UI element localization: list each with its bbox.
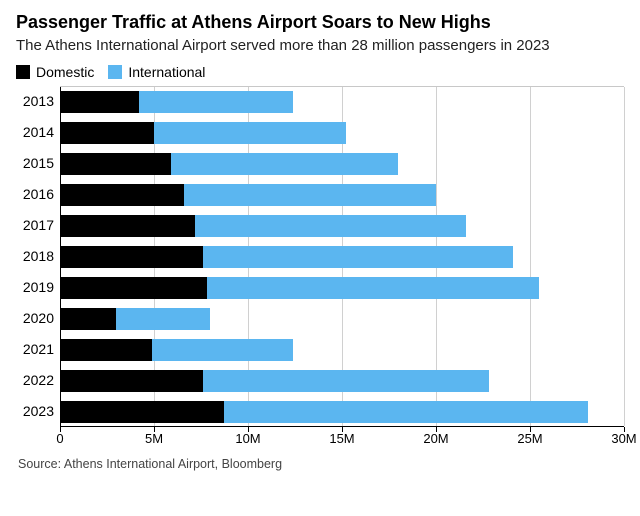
bar-segment-international [195,215,466,237]
x-tick-label: 10M [235,431,260,446]
bar-row [60,211,624,242]
bar-segment-international [203,246,513,268]
y-axis-year-label: 2023 [16,396,54,427]
source-attribution: Source: Athens International Airport, Bl… [18,457,624,471]
legend-label-domestic: Domestic [36,64,94,80]
bar-segment-domestic [60,215,195,237]
y-axis-year-label: 2014 [16,117,54,148]
y-axis-year-label: 2015 [16,148,54,179]
y-axis-year-label: 2018 [16,241,54,272]
chart-area: 2013201420152016201720182019202020212022… [16,86,624,427]
y-axis-year-label: 2019 [16,272,54,303]
y-axis-labels: 2013201420152016201720182019202020212022… [16,86,60,427]
bar-segment-domestic [60,370,203,392]
bar-segment-domestic [60,184,184,206]
bar-segment-international [207,277,540,299]
y-axis-year-label: 2021 [16,334,54,365]
y-axis-year-label: 2016 [16,179,54,210]
gridline [624,87,625,426]
x-tick-label: 5M [145,431,163,446]
bar-row [60,335,624,366]
chart-title: Passenger Traffic at Athens Airport Soar… [16,12,624,33]
bar-row [60,180,624,211]
bar-row [60,366,624,397]
bar-segment-domestic [60,91,139,113]
y-axis-year-label: 2022 [16,365,54,396]
bar-row [60,304,624,335]
legend-label-international: International [128,64,205,80]
bar-row [60,397,624,428]
bar-segment-domestic [60,308,116,330]
bar-row [60,118,624,149]
x-tick-label: 0 [56,431,63,446]
bar-segment-domestic [60,277,207,299]
bar-segment-international [154,122,346,144]
bar-segment-international [184,184,436,206]
bar-segment-international [152,339,293,361]
bar-row [60,273,624,304]
bar-row [60,149,624,180]
y-axis-year-label: 2020 [16,303,54,334]
bar-segment-international [203,370,489,392]
chart-subtitle: The Athens International Airport served … [16,37,624,56]
x-axis: 05M10M15M20M25M30M [60,427,624,451]
legend-swatch-domestic [16,65,30,79]
bar-segment-domestic [60,339,152,361]
bar-segment-international [139,91,293,113]
bar-segment-international [224,401,589,423]
y-axis-year-label: 2017 [16,210,54,241]
x-tick-label: 15M [329,431,354,446]
bar-segment-domestic [60,122,154,144]
bar-row [60,87,624,118]
bar-segment-domestic [60,401,224,423]
y-axis-year-label: 2013 [16,86,54,117]
x-tick-label: 20M [423,431,448,446]
legend: Domestic International [16,64,624,80]
x-tick-label: 25M [517,431,542,446]
x-tick-label: 30M [611,431,636,446]
plot-area [60,86,624,427]
bar-row [60,242,624,273]
bar-segment-domestic [60,246,203,268]
legend-item-international: International [108,64,205,80]
bar-segment-domestic [60,153,171,175]
bar-segment-international [116,308,210,330]
bars-container [60,87,624,426]
legend-item-domestic: Domestic [16,64,94,80]
bar-segment-international [171,153,398,175]
legend-swatch-international [108,65,122,79]
